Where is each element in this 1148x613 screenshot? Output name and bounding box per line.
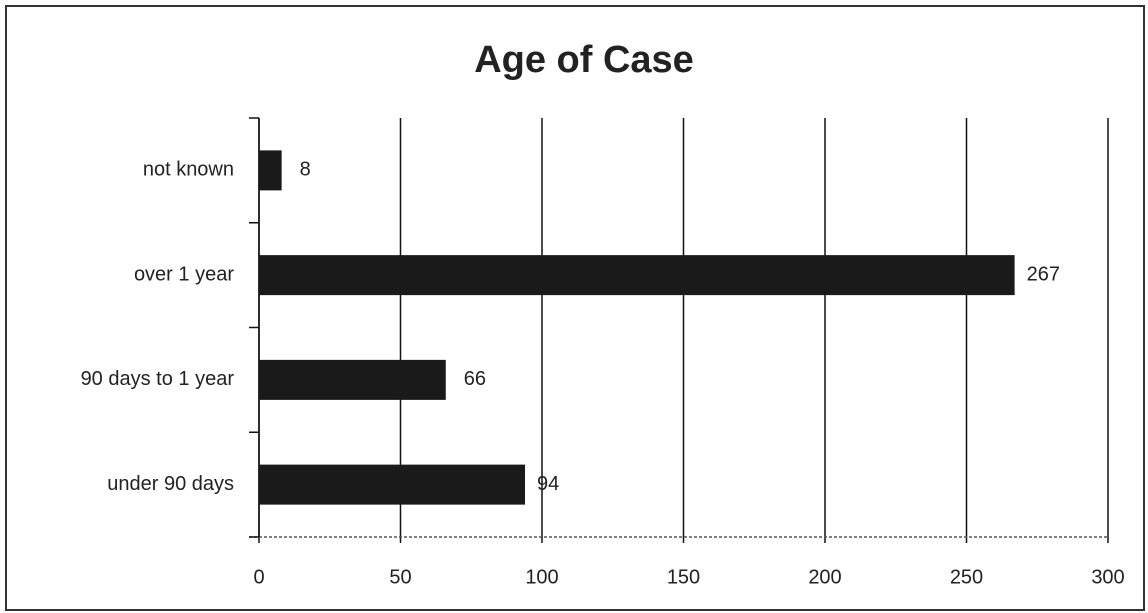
bar (259, 359, 446, 400)
data-label: 8 (300, 159, 311, 181)
y-tick-label: over 1 year (134, 263, 234, 285)
bar (259, 150, 282, 191)
x-tick-label: 200 (808, 566, 841, 588)
x-tick-label: 300 (1091, 566, 1124, 588)
bar (259, 255, 1015, 296)
x-tick-label: 0 (253, 566, 264, 588)
x-tick-label: 150 (667, 566, 700, 588)
data-label: 94 (537, 473, 559, 495)
x-tick-label: 50 (389, 566, 411, 588)
chart-border (5, 5, 1145, 611)
chart-title: Age of Case (474, 39, 694, 81)
data-label: 66 (464, 368, 486, 390)
data-label: 267 (1027, 263, 1060, 285)
y-tick-label: 90 days to 1 year (81, 368, 235, 390)
x-tick-label: 100 (525, 566, 558, 588)
bar (259, 464, 526, 505)
y-tick-label: under 90 days (107, 473, 234, 495)
x-tick-label: 250 (950, 566, 983, 588)
y-tick-label: not known (143, 159, 234, 181)
